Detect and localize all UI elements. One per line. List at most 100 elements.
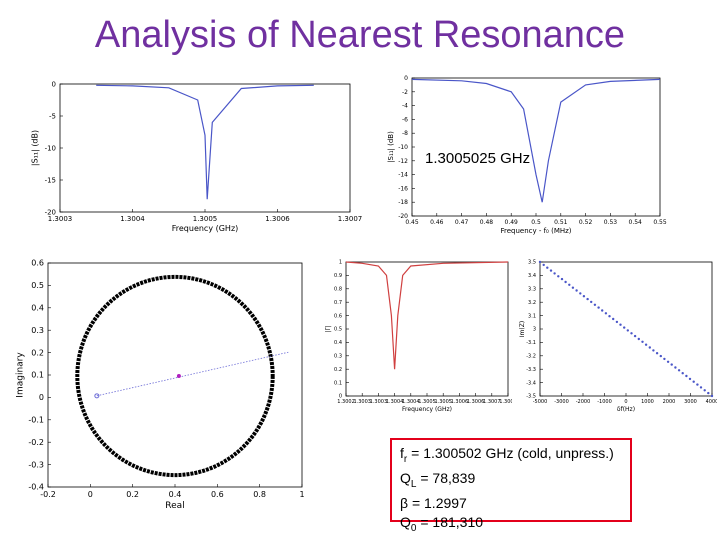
y-tick-label: 0.2 xyxy=(31,348,44,357)
x-tick-label: 0.47 xyxy=(455,219,469,226)
plot-frame xyxy=(345,261,509,397)
x-tick-label: 1.3005 xyxy=(193,215,218,223)
data-point xyxy=(685,374,688,378)
data-point xyxy=(648,346,651,349)
x-tick-label: 0.6 xyxy=(211,490,224,499)
x-tick-label: 1.3006 xyxy=(265,215,290,223)
slide-title: Analysis of Nearest Resonance xyxy=(94,14,626,56)
data-point xyxy=(582,295,586,298)
x-tick-label: 1 xyxy=(299,490,304,499)
x-tick-label: 0.2 xyxy=(126,490,139,499)
x-axis-label: Frequency - f₀ (MHz) xyxy=(500,227,571,235)
data-point xyxy=(615,320,619,324)
y-tick-label: 0.9 xyxy=(334,273,342,279)
y-tick-label: -2 xyxy=(402,89,408,96)
smith-circle-plot: -0.2 0 0.2 0.4 0.6 0.8 1 0.6 0.5 0.4 0.3 0.2 0.1 0 -0.… xyxy=(15,259,304,511)
y-tick-label: -0.2 xyxy=(28,438,44,447)
x-tick-label: -2000 xyxy=(576,399,591,405)
results-box: fr = 1.300502 GHz (cold, unpress.) QL = … xyxy=(390,438,632,533)
x-tick-label: 1.3004 xyxy=(120,215,145,223)
x-tick-label: 1.3004 xyxy=(402,399,420,405)
x-tick-label: 1.3005 xyxy=(434,399,452,405)
y-tick-label: 0 xyxy=(339,394,342,400)
x-tick-label: 1.3004 xyxy=(386,399,404,405)
x-axis-label: Frequency (GHz) xyxy=(172,224,239,233)
data-point xyxy=(553,272,556,275)
data-point xyxy=(597,306,600,309)
y-tick-label: 0.4 xyxy=(31,303,44,312)
y-tick-label: 0.1 xyxy=(31,371,44,380)
y-tick-label: 0.6 xyxy=(334,313,342,319)
plot-frame xyxy=(411,77,661,217)
data-point xyxy=(641,340,644,343)
y-tick-label: -3.1 xyxy=(526,340,536,346)
data-point xyxy=(644,343,648,346)
data-point xyxy=(630,332,633,335)
fit-line xyxy=(96,351,289,397)
data-circle xyxy=(75,274,275,478)
data-point xyxy=(612,317,615,321)
x-tick-label: -1000 xyxy=(597,399,612,405)
x-tick-label: 0.52 xyxy=(579,219,593,226)
data-point xyxy=(619,323,622,326)
y-tick-label: 0.3 xyxy=(334,353,342,359)
x-tick-label: 0.5 xyxy=(531,219,541,226)
data-point xyxy=(688,377,692,381)
y-tick-label: -0.1 xyxy=(28,415,44,424)
data-point xyxy=(575,289,578,292)
y-tick-label: 0 xyxy=(39,393,44,402)
y-tick-label: -14 xyxy=(398,172,408,179)
y-axis-label: |S₁₁| (dB) xyxy=(31,130,40,166)
y-axis-label: |Γ| xyxy=(325,325,332,332)
s11-db-zoomed-plot: 0.45 0.46 0.47 0.48 0.49 0.5 0.51 0.52 0.53 0.54 0… xyxy=(387,75,667,235)
data-point xyxy=(593,303,597,306)
y-tick-label: -4 xyxy=(402,103,408,110)
y-tick-label: 3.3 xyxy=(528,286,536,292)
data-point xyxy=(608,315,611,318)
x-tick-label: -0.2 xyxy=(40,490,56,499)
reflection-trace xyxy=(345,261,509,370)
y-tick-label: 3.1 xyxy=(528,313,536,319)
data-point xyxy=(677,369,681,372)
x-tick-label: 0.49 xyxy=(505,219,519,226)
data-point xyxy=(542,263,545,267)
x-tick-label: 3000 xyxy=(684,399,697,405)
y-tick-label: 0.5 xyxy=(31,281,44,290)
data-point xyxy=(564,280,567,284)
data-point xyxy=(670,363,673,366)
loaded-q-line: QL = 78,839 xyxy=(400,469,476,490)
center-point xyxy=(176,373,181,378)
y-tick-label: 0.2 xyxy=(334,367,342,373)
data-point xyxy=(659,354,662,358)
imaginary-vs-detuning-plot: -5000 -3000 -2000 -1000 0 1000 2000 3000 4000 3.5… xyxy=(519,260,717,413)
y-tick-label: -20 xyxy=(398,213,408,220)
x-tick-label: -5000 xyxy=(533,399,548,405)
s11-zoomed-trace xyxy=(411,78,661,203)
y-tick-label: 0.7 xyxy=(334,300,342,306)
data-point xyxy=(601,309,604,312)
data-point xyxy=(546,266,549,269)
plot-frame xyxy=(47,262,303,488)
y-tick-label: -15 xyxy=(45,176,56,184)
y-tick-label: -3.4 xyxy=(526,380,536,386)
y-tick-label: -10 xyxy=(398,144,408,151)
x-tick-label: 1.3007 xyxy=(499,399,512,405)
x-tick-label: -3000 xyxy=(554,399,569,405)
data-point xyxy=(586,297,589,301)
x-tick-label: 1.3002 xyxy=(337,399,355,405)
data-point xyxy=(549,269,553,272)
resonant-frequency-line: fr = 1.300502 GHz (cold, unpress.) xyxy=(400,445,614,465)
y-tick-label: 3 xyxy=(533,327,536,333)
y-tick-label: 0.1 xyxy=(334,380,342,386)
data-point xyxy=(655,352,659,355)
y-tick-label: 1 xyxy=(339,260,342,266)
x-tick-label: 0.8 xyxy=(253,490,266,499)
x-tick-label: 2000 xyxy=(663,399,676,405)
s11-trace xyxy=(96,84,314,200)
data-point xyxy=(557,275,560,278)
x-tick-label: 1.3003 xyxy=(48,215,73,223)
x-tick-label: 0.53 xyxy=(604,219,618,226)
x-tick-label: 0 xyxy=(88,490,93,499)
data-point xyxy=(674,366,677,369)
x-tick-label: 0.4 xyxy=(169,490,182,499)
